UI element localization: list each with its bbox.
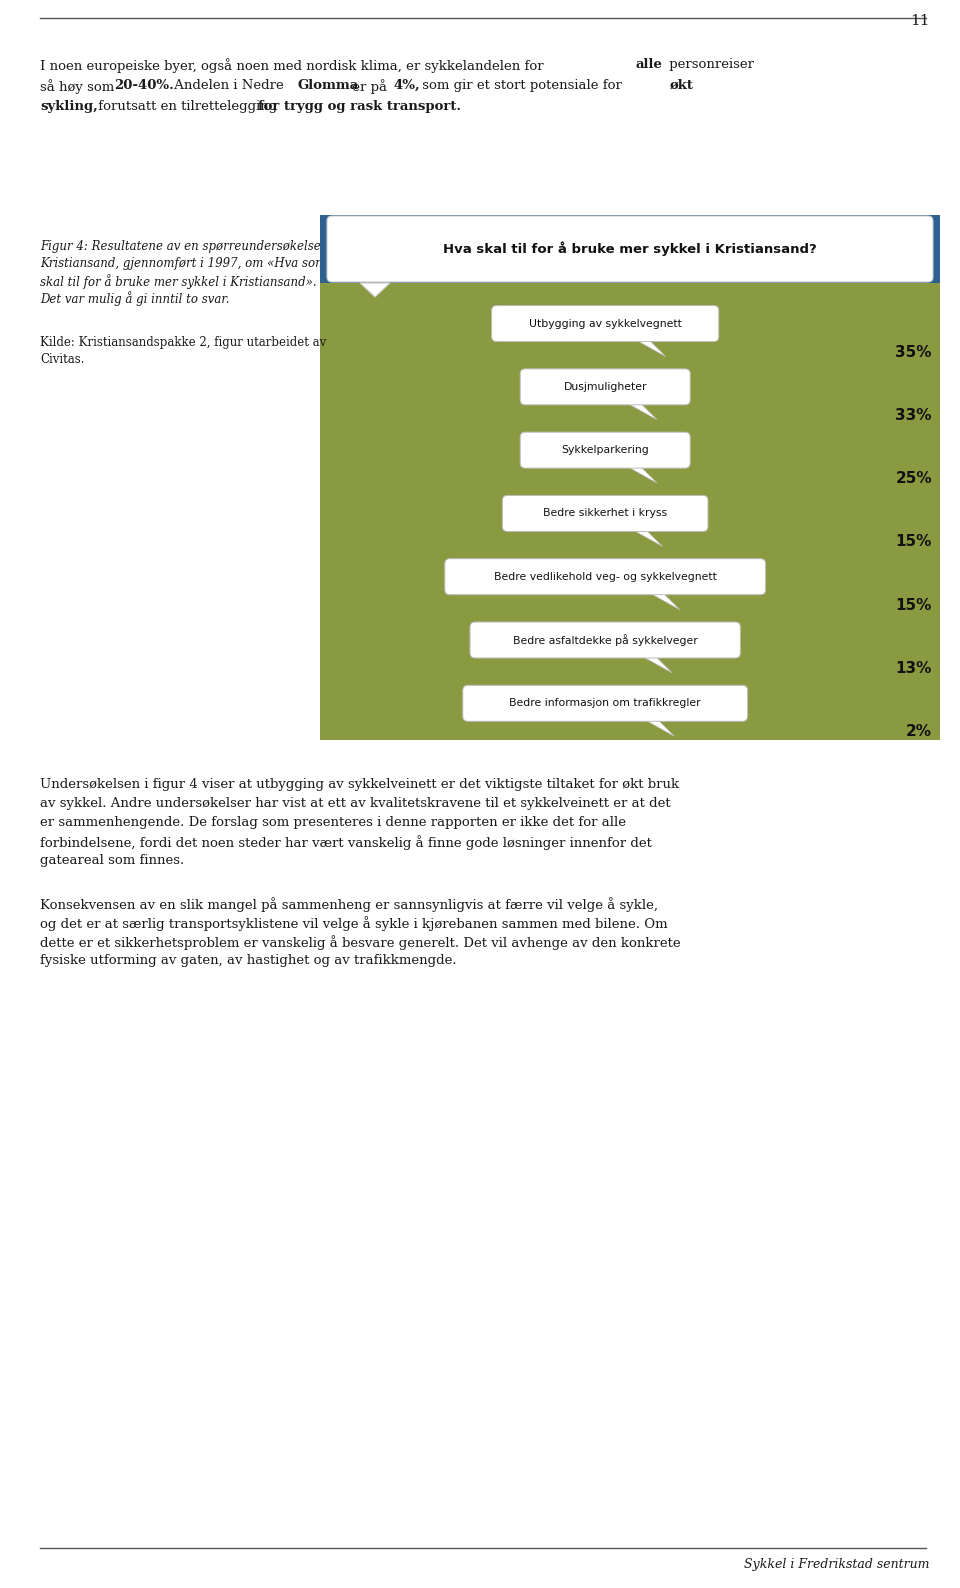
Text: Civitas.: Civitas.	[40, 353, 84, 365]
Text: Dusjmuligheter: Dusjmuligheter	[564, 381, 647, 392]
Text: skal til for å bruke mer sykkel i Kristiansand».: skal til for å bruke mer sykkel i Kristi…	[40, 275, 317, 289]
FancyBboxPatch shape	[444, 559, 766, 596]
Polygon shape	[638, 716, 675, 737]
Text: Bedre informasjon om trafikkregler: Bedre informasjon om trafikkregler	[510, 699, 701, 708]
Text: Glomma: Glomma	[298, 79, 359, 92]
Text: Undersøkelsen i figur 4 viser at utbygging av sykkelveinett er det viktigste til: Undersøkelsen i figur 4 viser at utbyggi…	[40, 778, 679, 791]
Text: av sykkel. Andre undersøkelser har vist at ett av kvalitetskravene til et sykkel: av sykkel. Andre undersøkelser har vist …	[40, 797, 671, 810]
Text: personreiser: personreiser	[665, 59, 754, 71]
Text: og det er at særlig transportsyklistene vil velge å sykle i kjørebanen sammen me: og det er at særlig transportsyklistene …	[40, 916, 667, 931]
FancyBboxPatch shape	[520, 432, 690, 468]
Text: fysiske utforming av gaten, av hastighet og av trafikkmengde.: fysiske utforming av gaten, av hastighet…	[40, 954, 457, 967]
Text: Hva skal til for å bruke mer sykkel i Kristiansand?: Hva skal til for å bruke mer sykkel i Kr…	[444, 241, 817, 256]
Text: økt: økt	[670, 79, 694, 92]
Text: 25%: 25%	[896, 472, 932, 486]
Polygon shape	[636, 653, 672, 673]
Text: sykling,: sykling,	[40, 100, 98, 113]
Text: Bedre vedlikehold veg- og sykkelvegnett: Bedre vedlikehold veg- og sykkelvegnett	[493, 572, 716, 581]
Polygon shape	[621, 464, 658, 483]
Polygon shape	[627, 527, 662, 546]
FancyBboxPatch shape	[327, 216, 933, 283]
Text: 2%: 2%	[906, 724, 932, 740]
FancyBboxPatch shape	[470, 622, 740, 657]
FancyBboxPatch shape	[502, 495, 708, 532]
Polygon shape	[630, 337, 666, 357]
Text: 33%: 33%	[896, 408, 932, 422]
Bar	[320, 214, 940, 283]
Text: I noen europeiske byer, også noen med nordisk klima, er sykkelandelen for: I noen europeiske byer, også noen med no…	[40, 59, 548, 73]
Text: for trygg og rask transport.: for trygg og rask transport.	[258, 100, 461, 113]
Text: Bedre sikkerhet i kryss: Bedre sikkerhet i kryss	[543, 508, 667, 518]
Text: forutsatt en tilrettelegging: forutsatt en tilrettelegging	[94, 100, 281, 113]
Polygon shape	[644, 589, 680, 610]
Text: så høy som: så høy som	[40, 79, 118, 94]
Text: Utbygging av sykkelvegnett: Utbygging av sykkelvegnett	[529, 319, 682, 329]
Polygon shape	[621, 400, 658, 419]
Polygon shape	[360, 283, 390, 297]
Text: Sykkel i Fredrikstad sentrum: Sykkel i Fredrikstad sentrum	[745, 1558, 930, 1571]
Text: alle: alle	[636, 59, 662, 71]
Text: 13%: 13%	[896, 661, 932, 676]
FancyBboxPatch shape	[463, 686, 748, 721]
Text: er på: er på	[348, 79, 392, 94]
Text: Konsekvensen av en slik mangel på sammenheng er sannsynligvis at færre vil velge: Konsekvensen av en slik mangel på sammen…	[40, 897, 658, 912]
Text: gateareal som finnes.: gateareal som finnes.	[40, 854, 184, 867]
Text: Det var mulig å gi inntil to svar.: Det var mulig å gi inntil to svar.	[40, 291, 229, 306]
Text: Kristiansand, gjennomført i 1997, om «Hva som: Kristiansand, gjennomført i 1997, om «Hv…	[40, 257, 326, 270]
Text: Figur 4: Resultatene av en spørreundersøkelse i: Figur 4: Resultatene av en spørreundersø…	[40, 240, 328, 252]
Text: forbindelsene, fordi det noen steder har vært vanskelig å finne gode løsninger i: forbindelsene, fordi det noen steder har…	[40, 835, 652, 850]
Text: Sykkelparkering: Sykkelparkering	[562, 445, 649, 456]
FancyBboxPatch shape	[520, 368, 690, 405]
FancyBboxPatch shape	[492, 305, 719, 341]
Text: er sammenhengende. De forslag som presenteres i denne rapporten er ikke det for : er sammenhengende. De forslag som presen…	[40, 816, 626, 829]
Text: som gir et stort potensiale for: som gir et stort potensiale for	[418, 79, 626, 92]
Bar	[320, 214, 940, 740]
Text: Andelen i Nedre: Andelen i Nedre	[170, 79, 288, 92]
Text: 35%: 35%	[896, 345, 932, 359]
Text: 15%: 15%	[896, 535, 932, 549]
Text: Kilde: Kristiansandspakke 2, figur utarbeidet av: Kilde: Kristiansandspakke 2, figur utarb…	[40, 337, 326, 349]
Text: 20-40%.: 20-40%.	[114, 79, 174, 92]
Text: 11: 11	[910, 14, 930, 29]
Text: 4%,: 4%,	[393, 79, 420, 92]
Text: 15%: 15%	[896, 597, 932, 613]
Text: dette er et sikkerhetsproblem er vanskelig å besvare generelt. Det vil avhenge a: dette er et sikkerhetsproblem er vanskel…	[40, 935, 681, 950]
Text: Bedre asfaltdekke på sykkelveger: Bedre asfaltdekke på sykkelveger	[513, 634, 698, 646]
